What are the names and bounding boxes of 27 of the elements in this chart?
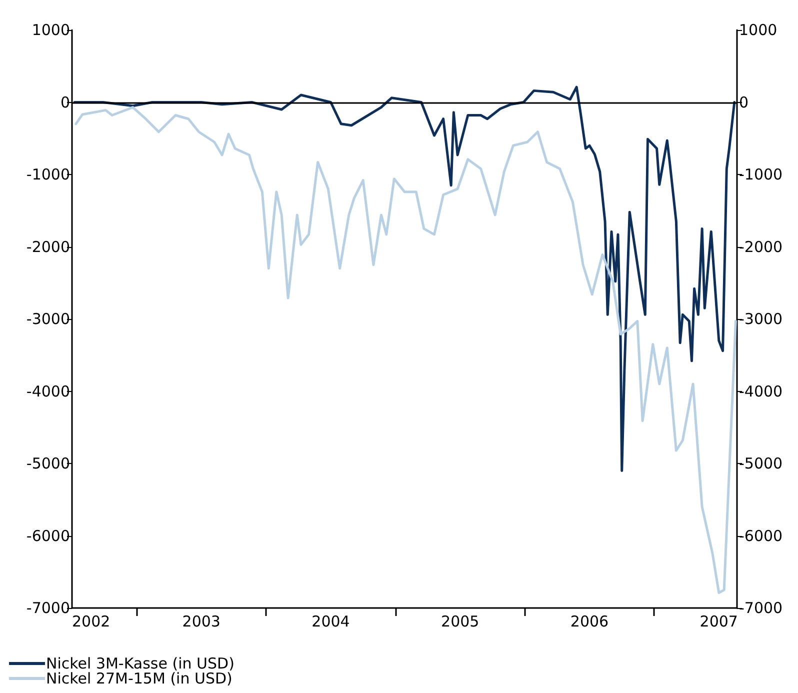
y-tick-label: -3000	[26, 310, 70, 328]
y-tick-label: 0	[60, 93, 70, 112]
y-tick-label: -1000	[26, 166, 70, 184]
y2-tick-label: -1000	[739, 166, 783, 184]
y-tick-label: -6000	[26, 526, 70, 545]
legend-label: Nickel 27M-15M (in USD)	[46, 670, 232, 688]
y-tick-label: -4000	[26, 382, 70, 400]
x-tick-label: 2006	[570, 612, 609, 630]
y2-tick-label: -5000	[739, 454, 783, 472]
y-tick-label: 1000	[32, 21, 70, 39]
y2-tick-label: -2000	[739, 238, 783, 256]
y2-tick-label: -3000	[739, 310, 783, 328]
x-tick-label: 2004	[312, 612, 350, 630]
x-tick-label: 2003	[182, 612, 220, 630]
y-tick-label: -2000	[26, 238, 70, 256]
y2-tick-label: 1000	[739, 21, 778, 39]
line-series	[74, 106, 737, 594]
y-tick-label: -5000	[26, 454, 70, 472]
y2-tick-label: -6000	[739, 526, 783, 545]
y2-tick-label: -7000	[739, 599, 783, 617]
x-tick-label: 2007	[700, 612, 738, 630]
x-tick-label: 2005	[441, 612, 480, 630]
y-tick-label: -7000	[26, 599, 70, 617]
x-tick-label: 2002	[72, 612, 110, 630]
legend-label: Nickel 3M-Kasse (in USD)	[46, 654, 234, 672]
y2-tick-label: 0	[739, 93, 749, 112]
y2-tick-label: -4000	[739, 382, 783, 400]
